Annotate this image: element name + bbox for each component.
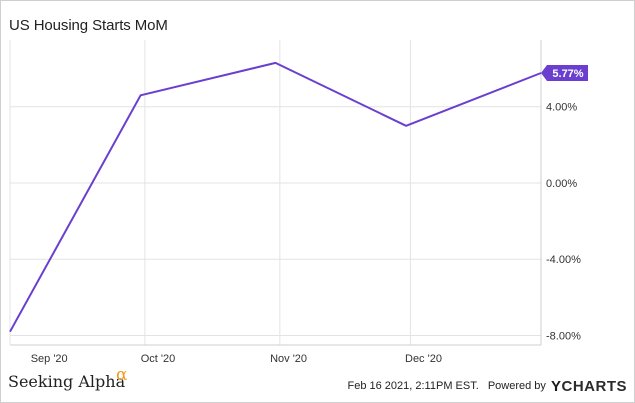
alpha-icon: α (116, 365, 128, 385)
last-value-badge (541, 64, 588, 81)
seeking-alpha-logo[interactable]: Seeking Alpha (8, 372, 125, 391)
footer-attribution: Feb 16 2021, 2:11PM EST. Powered by YCHA… (348, 378, 628, 395)
ycharts-text: CHARTS (561, 378, 627, 395)
last-value-label: 5.77% (552, 68, 583, 80)
y-tick-label: -4.00% (546, 254, 581, 266)
timestamp: Feb 16 2021, 2:11PM EST. (347, 380, 479, 392)
x-tick-label: Oct '20 (141, 353, 176, 365)
x-tick-label: Nov '20 (270, 353, 307, 365)
ycharts-logo[interactable]: YCHARTS (551, 378, 627, 395)
brand-name: Seeking Alpha (8, 372, 126, 391)
y-tick-label: 0.00% (546, 178, 577, 190)
y-tick-label: -8.00% (546, 330, 581, 342)
chart-title: US Housing Starts MoM (9, 17, 168, 34)
powered-by-label: Powered by (487, 380, 546, 392)
x-tick-label: Sep '20 (31, 353, 68, 365)
ycharts-y: Y (550, 378, 562, 395)
series-line (9, 61, 542, 333)
y-tick-label: 4.00% (546, 102, 577, 114)
x-tick-label: Dec '20 (405, 353, 442, 365)
